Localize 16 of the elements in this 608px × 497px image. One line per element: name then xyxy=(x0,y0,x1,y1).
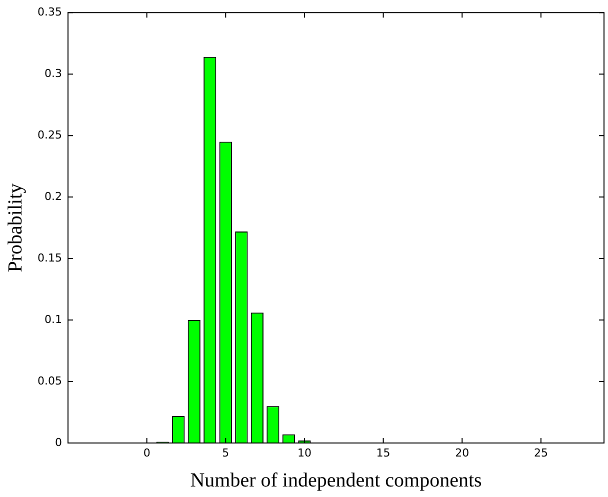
y-tick-label: 0.05 xyxy=(38,374,62,388)
x-tick-label: 0 xyxy=(143,446,150,460)
x-tick-label: 10 xyxy=(297,446,312,460)
x-axis-title: Number of independent components xyxy=(190,469,482,492)
y-tick-label: 0.3 xyxy=(44,66,62,80)
x-tick-label: 20 xyxy=(455,446,470,460)
y-axis-title: Probability xyxy=(4,183,26,272)
x-tick-label: 15 xyxy=(376,446,390,460)
y-tick-label: 0.25 xyxy=(38,128,62,142)
x-tick-label: 5 xyxy=(222,446,230,460)
y-tick-label: 0.2 xyxy=(44,190,62,203)
y-tick-label: 0.35 xyxy=(38,5,62,18)
y-tick-label: 0.1 xyxy=(44,312,62,326)
y-tick-label: 0.15 xyxy=(38,251,62,264)
y-tick-label: 0 xyxy=(55,436,62,449)
x-tick-label: 25 xyxy=(534,446,548,460)
